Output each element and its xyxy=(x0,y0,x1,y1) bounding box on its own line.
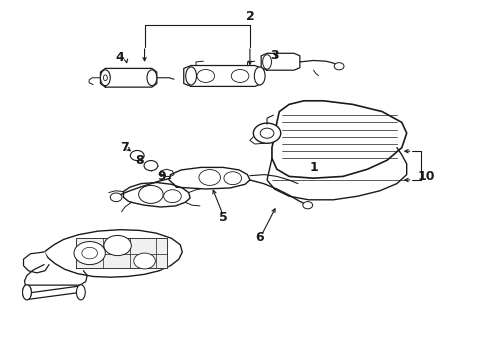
Text: 7: 7 xyxy=(121,141,129,154)
Circle shape xyxy=(134,253,155,269)
Text: 6: 6 xyxy=(255,231,264,244)
Circle shape xyxy=(144,161,158,171)
Circle shape xyxy=(224,172,242,185)
Polygon shape xyxy=(161,169,174,176)
Text: 8: 8 xyxy=(135,154,144,167)
Ellipse shape xyxy=(147,70,157,86)
Polygon shape xyxy=(27,285,81,300)
Circle shape xyxy=(334,63,344,70)
Polygon shape xyxy=(76,238,167,268)
Text: 10: 10 xyxy=(417,170,435,183)
Circle shape xyxy=(231,69,249,82)
Circle shape xyxy=(130,150,144,161)
Text: 5: 5 xyxy=(219,211,227,224)
Polygon shape xyxy=(123,183,190,207)
Circle shape xyxy=(104,235,131,256)
Circle shape xyxy=(139,185,163,203)
Ellipse shape xyxy=(186,67,196,85)
Ellipse shape xyxy=(254,67,265,85)
Circle shape xyxy=(82,247,98,259)
Ellipse shape xyxy=(103,75,107,81)
Circle shape xyxy=(199,170,221,185)
Polygon shape xyxy=(44,230,182,277)
Polygon shape xyxy=(267,148,407,200)
Ellipse shape xyxy=(100,70,110,86)
Text: 3: 3 xyxy=(270,49,279,62)
Circle shape xyxy=(260,128,274,138)
Polygon shape xyxy=(272,101,407,178)
Circle shape xyxy=(303,202,313,209)
Polygon shape xyxy=(24,252,49,273)
Ellipse shape xyxy=(76,285,85,300)
Ellipse shape xyxy=(23,285,31,300)
Ellipse shape xyxy=(263,55,271,69)
Text: 4: 4 xyxy=(116,51,124,64)
Polygon shape xyxy=(169,167,250,189)
Circle shape xyxy=(197,69,215,82)
Polygon shape xyxy=(184,66,262,86)
Ellipse shape xyxy=(23,285,31,300)
Text: 2: 2 xyxy=(245,10,254,23)
Circle shape xyxy=(253,123,281,143)
Polygon shape xyxy=(100,68,157,87)
Circle shape xyxy=(110,193,122,202)
Polygon shape xyxy=(261,53,300,70)
Circle shape xyxy=(164,190,181,203)
Text: 9: 9 xyxy=(157,170,166,183)
Circle shape xyxy=(74,242,105,265)
Text: 1: 1 xyxy=(309,161,318,174)
